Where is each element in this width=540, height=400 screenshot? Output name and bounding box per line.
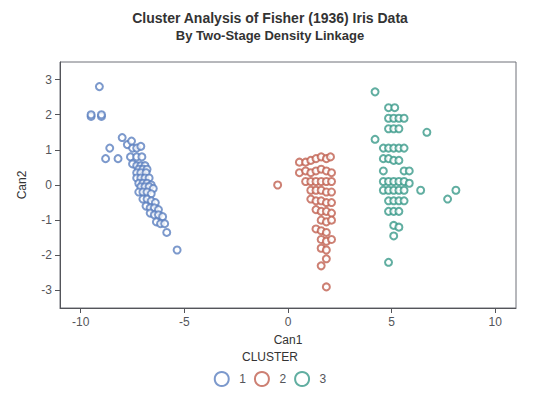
svg-text:By Two-Stage Density Linkage: By Two-Stage Density Linkage <box>176 28 364 43</box>
svg-text:Cluster Analysis of Fisher (19: Cluster Analysis of Fisher (1936) Iris D… <box>132 10 408 26</box>
svg-text:5: 5 <box>388 315 395 329</box>
svg-text:2: 2 <box>279 372 286 386</box>
svg-text:-10: -10 <box>72 315 90 329</box>
svg-text:-1: -1 <box>41 213 52 227</box>
svg-text:3: 3 <box>320 372 327 386</box>
svg-text:-2: -2 <box>41 248 52 262</box>
svg-text:2: 2 <box>45 108 52 122</box>
svg-text:-3: -3 <box>41 283 52 297</box>
svg-text:Can2: Can2 <box>15 170 29 199</box>
svg-text:0: 0 <box>45 178 52 192</box>
svg-text:1: 1 <box>239 372 246 386</box>
svg-text:0: 0 <box>285 315 292 329</box>
svg-text:3: 3 <box>45 73 52 87</box>
svg-text:-5: -5 <box>179 315 190 329</box>
svg-text:10: 10 <box>489 315 503 329</box>
svg-text:Can1: Can1 <box>274 333 303 347</box>
svg-text:CLUSTER: CLUSTER <box>242 350 298 364</box>
svg-text:1: 1 <box>45 143 52 157</box>
